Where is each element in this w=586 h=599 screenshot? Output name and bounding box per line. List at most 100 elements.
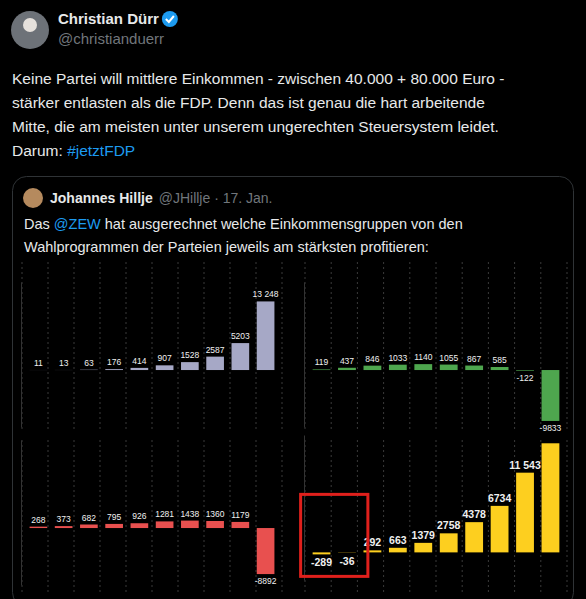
column-separator bbox=[74, 440, 75, 592]
column-separator bbox=[331, 440, 332, 592]
column-separator bbox=[488, 440, 489, 592]
axis-line bbox=[21, 441, 22, 586]
bar bbox=[389, 548, 407, 553]
bar bbox=[181, 521, 199, 528]
author-handle: @christianduerr bbox=[58, 30, 164, 47]
text-segment: Mitte, die am meisten unter unserem unge… bbox=[12, 118, 499, 135]
data-label: 926 bbox=[132, 511, 146, 521]
data-label: 2587 bbox=[206, 345, 225, 355]
bar bbox=[338, 368, 356, 370]
data-label: 292 bbox=[364, 536, 382, 548]
column-separator bbox=[100, 262, 101, 432]
data-label: 1179 bbox=[231, 510, 250, 520]
bar bbox=[181, 362, 199, 370]
bars bbox=[313, 364, 560, 421]
data-label: 1379 bbox=[412, 529, 436, 541]
text-segment: Darum: bbox=[12, 142, 67, 159]
text-segment: Wahlprogrammen der Parteien jeweils am s… bbox=[24, 239, 429, 255]
column-separator bbox=[22, 440, 23, 592]
bar bbox=[338, 552, 356, 553]
link[interactable]: @ZEW bbox=[54, 216, 101, 232]
column-separator bbox=[488, 262, 489, 432]
text-segment: hat ausgerechnet welche Einkommensgruppe… bbox=[101, 216, 463, 232]
axis-line bbox=[21, 283, 22, 428]
column-separator bbox=[409, 440, 410, 592]
bar bbox=[414, 364, 432, 370]
data-label: 373 bbox=[57, 514, 71, 524]
column-separator bbox=[178, 440, 179, 592]
column-separator bbox=[282, 440, 283, 592]
data-label: 1033 bbox=[388, 353, 407, 363]
y-axis bbox=[304, 436, 306, 581]
data-label: 6734 bbox=[488, 492, 512, 504]
quote-card bbox=[13, 177, 574, 599]
column-separator bbox=[48, 440, 49, 592]
bar bbox=[30, 527, 48, 528]
badge-circle bbox=[162, 11, 178, 27]
column-separator bbox=[256, 440, 257, 592]
author-name: Christian Dürr bbox=[58, 10, 159, 27]
column-separator bbox=[383, 262, 384, 432]
link[interactable]: #jetztFDP bbox=[67, 142, 135, 159]
column-separator bbox=[514, 262, 515, 432]
data-label: 4378 bbox=[462, 508, 486, 520]
badge-check bbox=[166, 16, 174, 22]
axis-line bbox=[304, 283, 305, 428]
chart: -289-36292663137927584378673411 543 bbox=[304, 436, 567, 593]
bars bbox=[30, 521, 275, 574]
column-separator bbox=[567, 440, 568, 592]
bar bbox=[131, 523, 149, 528]
bar bbox=[491, 506, 509, 552]
bars bbox=[313, 443, 560, 554]
data-label: 663 bbox=[389, 534, 407, 546]
bar bbox=[440, 533, 458, 552]
data-label: -8892 bbox=[255, 576, 277, 586]
text-segment: Keine Partei will mittlere Einkommen - z… bbox=[12, 70, 504, 87]
tweet-line: stärker entlasten als die FDP. Denn das … bbox=[12, 94, 485, 111]
screenshot: Christian Dürr @christianduerr Keine Parte… bbox=[0, 0, 586, 599]
quoted-avatar bbox=[23, 188, 43, 208]
column-separator bbox=[567, 262, 568, 432]
bar bbox=[414, 543, 432, 553]
text-segment: stärker entlasten als die FDP. Denn das … bbox=[12, 94, 485, 111]
column-separator bbox=[178, 262, 179, 432]
y-axis bbox=[304, 283, 306, 428]
column-separator bbox=[383, 440, 384, 592]
data-label: -122 bbox=[517, 373, 534, 383]
data-label: 585 bbox=[492, 355, 506, 365]
column-separator bbox=[126, 440, 127, 592]
column-separator bbox=[48, 262, 49, 432]
tweet-line: Wahlprogrammen der Parteien jeweils am s… bbox=[24, 239, 429, 255]
data-label: 63 bbox=[84, 358, 94, 368]
bar bbox=[80, 525, 98, 529]
data-label: 268 bbox=[31, 515, 45, 525]
data-label: 1438 bbox=[180, 509, 199, 519]
data-label: 682 bbox=[82, 513, 96, 523]
data-label: 437 bbox=[340, 356, 354, 366]
bar bbox=[232, 522, 250, 528]
column-separator bbox=[462, 262, 463, 432]
data-label: -36 bbox=[339, 555, 354, 567]
bar bbox=[80, 369, 98, 370]
column-separator bbox=[357, 262, 358, 432]
bar bbox=[364, 366, 382, 370]
bar bbox=[465, 366, 483, 370]
bar bbox=[206, 357, 224, 370]
column-separator bbox=[22, 262, 23, 432]
bar bbox=[30, 369, 48, 370]
bar bbox=[389, 365, 407, 370]
text-segment: Das bbox=[24, 216, 54, 232]
quoted-meta: @JHillje · 17. Jan. bbox=[159, 190, 273, 206]
bar bbox=[440, 365, 458, 370]
quoted-author: Johannes Hillje bbox=[50, 190, 153, 206]
avatar-face bbox=[23, 18, 37, 32]
data-label: 795 bbox=[107, 512, 121, 522]
data-label: 119 bbox=[315, 357, 329, 367]
bar bbox=[156, 365, 174, 370]
data-label: 1281 bbox=[155, 509, 174, 519]
chart: 2683736827959261281143813601179-8892 bbox=[21, 440, 282, 592]
tweet-line: Mitte, die am meisten unter unserem unge… bbox=[12, 118, 499, 135]
column-separator bbox=[126, 262, 127, 432]
data-label: 5203 bbox=[231, 331, 250, 341]
data-label: 176 bbox=[107, 357, 121, 367]
